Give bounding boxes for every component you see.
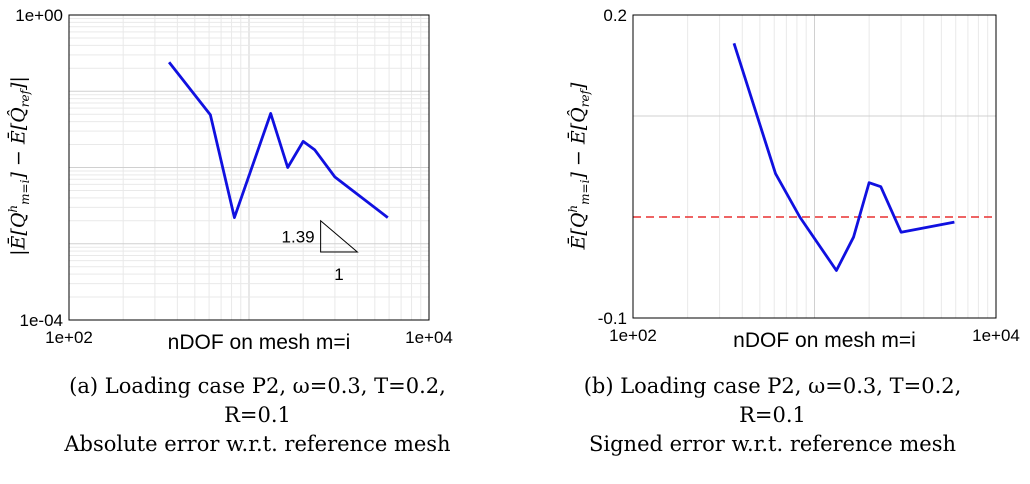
chart-a-caption-line3: Absolute error w.r.t. reference mesh — [64, 432, 451, 456]
chart-a-slope-triangle — [320, 219, 359, 253]
chart-a-series-line — [167, 61, 389, 220]
chart-b-caption-line3: Signed error w.r.t. reference mesh — [589, 432, 956, 456]
chart-b-plot: 1e+02 1e+04 -0.1 0.2 nDOF on mesh m=i — [598, 6, 1020, 352]
chart-a-xtick-label: 1e+02 — [45, 328, 93, 347]
chart-b-series-line — [732, 42, 955, 272]
chart-a-axes-box — [68, 14, 430, 321]
chart-b-xtick-label: 1e+02 — [609, 326, 657, 345]
chart-panel-b: 1e+02 1e+04 -0.1 0.2 nDOF on mesh m=i Ē[Qhm=… — [515, 0, 1030, 484]
chart-b-xlabel: nDOF on mesh m=i — [733, 329, 916, 352]
chart-a-ylabel-wrap: |Ē[Qhm=i] − Ē[Q̂ref]| — [0, 16, 39, 316]
chart-a-plot: 1e+02 1e+04 1e-04 1e+00 nDOF on mesh m=i 1.39… — [15, 6, 453, 354]
chart-a-slope-label: 1.39 — [282, 227, 315, 246]
chart-panel-a: 1e+02 1e+04 1e-04 1e+00 nDOF on mesh m=i 1.39… — [0, 6, 453, 456]
chart-b-ytick-label: 0.2 — [603, 6, 627, 25]
chart-a-caption-line1: (a) Loading case P2, ω=0.3, T=0.2, — [69, 374, 446, 398]
chart-b-ylabel-wrap: Ē[Qhm=i] − Ē[Q̂ref] — [559, 16, 599, 316]
chart-b-axes-box — [632, 14, 997, 319]
chart-b-xtick-label: 1e+04 — [972, 326, 1020, 345]
chart-a-run-label: 1 — [334, 265, 343, 284]
chart-a-ytick-label: 1e-04 — [20, 311, 63, 330]
chart-a-xtick-label: 1e+04 — [405, 328, 453, 347]
chart-b-caption-line1: (b) Loading case P2, ω=0.3, T=0.2, — [583, 374, 962, 398]
chart-a-ytick-label: 1e+00 — [15, 6, 63, 25]
chart-b-ylabel: Ē[Qhm=i] − Ē[Q̂ref] — [565, 82, 593, 250]
chart-a-xlabel: nDOF on mesh m=i — [168, 331, 351, 354]
chart-a-caption-line2: R=0.1 — [224, 403, 291, 427]
chart-b-ytick-label: -0.1 — [598, 309, 627, 328]
chart-b-caption-line2: R=0.1 — [739, 403, 806, 427]
chart-a-ylabel: |Ē[Qhm=i] − Ē[Q̂ref]| — [5, 76, 33, 256]
